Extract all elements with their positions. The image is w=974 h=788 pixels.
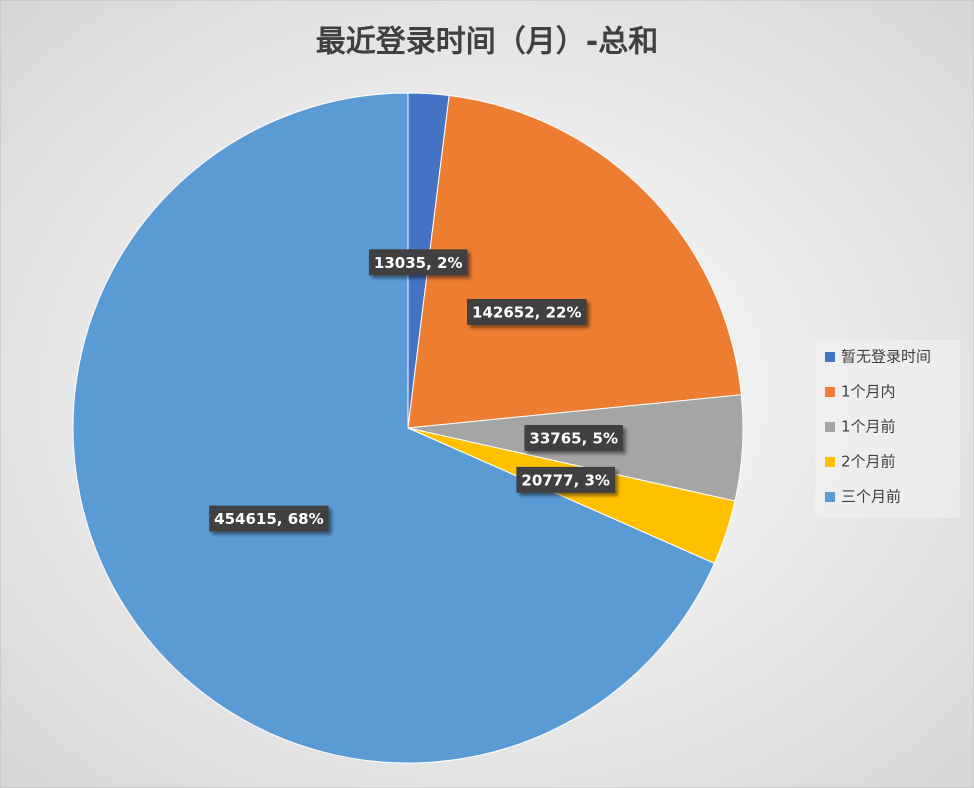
data-label-box [209,505,329,532]
data-label-text: 33765, 5% [529,429,618,447]
legend-label: 三个月前 [841,488,901,506]
legend-label: 1个月前 [841,418,896,436]
data-label: 142652, 22% [467,299,587,326]
data-label-text: 454615, 68% [214,510,323,528]
legend-label: 暂无登录时间 [841,348,931,366]
data-label-box [524,424,623,451]
legend-swatch [825,352,835,362]
data-label: 13035, 2% [368,249,468,276]
chart-title: 最近登录时间（月）-总和 [316,25,658,60]
pie-slice [407,94,742,429]
data-label-text: 13035, 2% [374,254,463,272]
data-label: 33765, 5% [524,424,623,451]
legend-box [815,340,960,518]
legend-label: 1个月内 [841,383,896,401]
data-label-box [368,249,468,276]
data-label-text: 142652, 22% [472,304,581,322]
legend-swatch [825,492,835,502]
legend-swatch [825,457,835,467]
data-label-box [516,466,615,493]
data-label: 20777, 3% [516,466,615,493]
data-label: 454615, 68% [209,505,329,532]
data-labels: 13035, 2% 142652, 22% 33765, 5% 20777, 3% 45… [209,249,623,532]
legend-label: 2个月前 [841,453,896,471]
data-label-text: 20777, 3% [521,471,610,489]
legend-swatch [825,422,835,432]
data-label-box [467,299,587,326]
pie [72,92,744,764]
pie-slice [72,92,716,764]
legend-swatch [825,387,835,397]
